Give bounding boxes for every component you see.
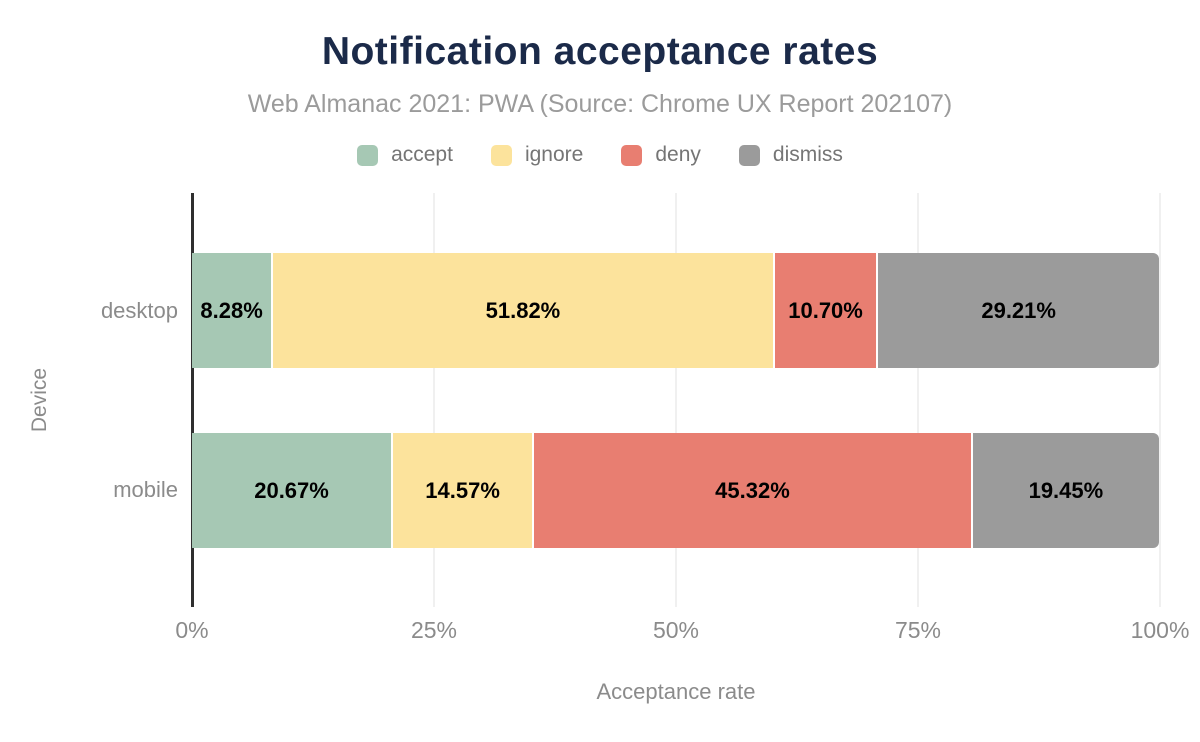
- x-tick-label-75: 75%: [894, 617, 942, 643]
- legend-swatch-accept: [357, 144, 379, 166]
- legend-item-dismiss[interactable]: dismiss: [738, 143, 843, 167]
- legend-label: deny: [655, 143, 701, 166]
- legend-item-accept[interactable]: accept: [357, 143, 453, 167]
- chart-title: Notification acceptance rates: [321, 30, 879, 73]
- chart-subtitle: Web Almanac 2021: PWA (Source: Chrome UX…: [247, 90, 953, 118]
- bar-value-label: 10.70%: [788, 297, 863, 323]
- gridline-75: [917, 193, 919, 607]
- legend-swatch-deny: [621, 144, 643, 166]
- x-tick-label-0: 0%: [175, 617, 209, 643]
- x-axis-title: Acceptance rate: [596, 679, 756, 704]
- x-tick-label-100: 100%: [1130, 617, 1190, 643]
- bar-value-label: 45.32%: [715, 477, 790, 503]
- x-tick-label-50: 50%: [652, 617, 700, 643]
- legend: accept ignore deny dismiss: [0, 141, 1200, 169]
- legend-label: accept: [391, 143, 453, 166]
- x-axis-ticks: 0% 25% 50% 75% 100%: [175, 617, 1189, 647]
- bar-value-label: 14.57%: [425, 477, 500, 503]
- legend-item-ignore[interactable]: ignore: [490, 143, 584, 167]
- gridline-50: [675, 193, 677, 607]
- plot-area: 8.28% 51.82% 10.70% 29.21% 20.67% 14.57% 45.32…: [191, 193, 1161, 607]
- gridline-25: [433, 193, 435, 607]
- bar-segment-mobile-accept[interactable]: 20.67%: [192, 433, 392, 548]
- bar-row-mobile: 20.67% 14.57% 45.32% 19.45%: [192, 433, 1160, 548]
- bar-value-label: 8.28%: [200, 297, 263, 323]
- legend-label: dismiss: [772, 143, 843, 166]
- bar-segment-desktop-accept[interactable]: 8.28%: [192, 253, 272, 368]
- bar-value-label: 51.82%: [485, 297, 561, 323]
- bar-segment-desktop-dismiss[interactable]: 29.21%: [878, 253, 1159, 368]
- bar-value-label: 20.67%: [254, 477, 329, 503]
- y-category-label-desktop: desktop: [100, 298, 178, 323]
- x-tick-label-25: 25%: [410, 617, 458, 643]
- gridline-100: [1159, 193, 1161, 607]
- legend-item-deny[interactable]: deny: [621, 143, 701, 167]
- bar-segment-mobile-ignore[interactable]: 14.57%: [393, 433, 533, 548]
- bar-row-desktop: 8.28% 51.82% 10.70% 29.21%: [192, 253, 1160, 368]
- y-category-label-mobile: mobile: [113, 477, 178, 502]
- y-category-labels: desktop mobile: [0, 193, 180, 607]
- legend-swatch-ignore: [490, 144, 512, 166]
- bar-value-label: 29.21%: [981, 297, 1056, 323]
- bar-segment-desktop-ignore[interactable]: 51.82%: [273, 253, 773, 368]
- bar-segment-desktop-deny[interactable]: 10.70%: [774, 253, 877, 368]
- bar-value-label: 19.45%: [1028, 477, 1104, 503]
- y-axis-line: [191, 193, 194, 607]
- bar-segment-mobile-deny[interactable]: 45.32%: [534, 433, 971, 548]
- bar-segment-mobile-dismiss[interactable]: 19.45%: [972, 433, 1159, 548]
- legend-label: ignore: [524, 143, 584, 166]
- legend-swatch-dismiss: [738, 144, 760, 166]
